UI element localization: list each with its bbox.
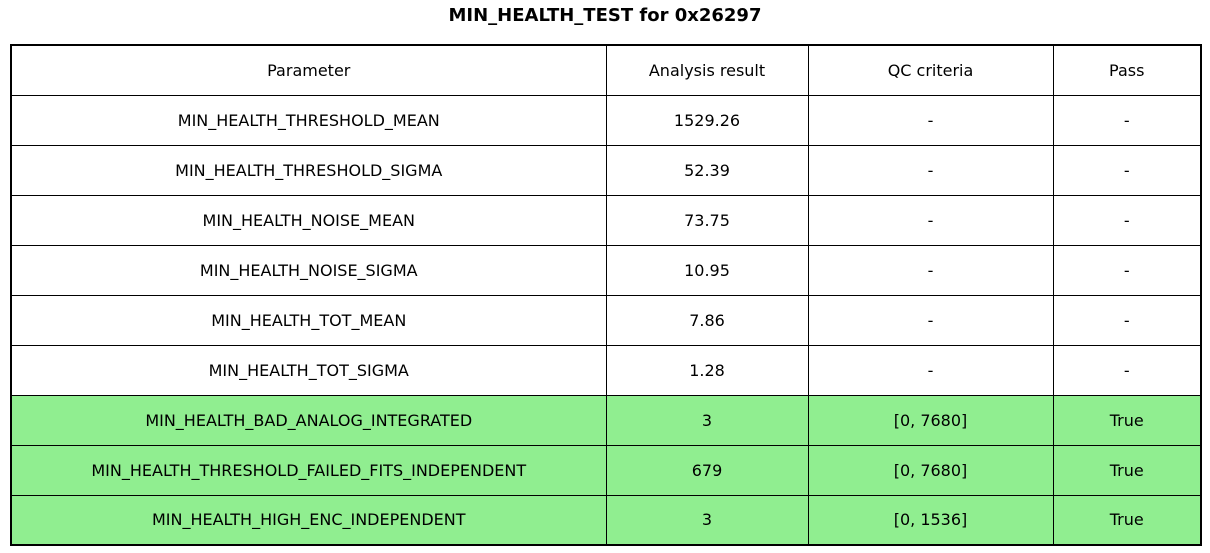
parameter-cell: MIN_HEALTH_THRESHOLD_MEAN (10, 94, 607, 146)
parameter-cell: MIN_HEALTH_TOT_SIGMA (10, 344, 607, 396)
table-row: MIN_HEALTH_TOT_SIGMA 1.28- - (10, 344, 1202, 396)
parameter-cell: MIN_HEALTH_TOT_MEAN (10, 294, 607, 346)
parameter-cell: MIN_HEALTH_BAD_ANALOG_INTEGRATED (10, 394, 607, 446)
parameter-cell: MIN_HEALTH_NOISE_MEAN (10, 194, 607, 246)
analysis-result-cell: 10.95 (605, 244, 809, 296)
qc-criteria-cell: - (807, 344, 1054, 396)
qc-results-table: Parameter Analysis result QC criteria Pass … (10, 44, 1202, 546)
pass-cell: - (1052, 144, 1202, 196)
qc-criteria-cell: - (807, 294, 1054, 346)
qc-criteria-cell: [0, 7680] (807, 444, 1054, 496)
pass-cell: - (1052, 194, 1202, 246)
analysis-result-cell: 679 (605, 444, 809, 496)
qc-criteria-cell: [0, 7680] (807, 394, 1054, 446)
qc-criteria-cell: - (807, 244, 1054, 296)
pass-cell: True (1052, 444, 1202, 496)
qc-criteria-cell: - (807, 144, 1054, 196)
pass-cell: - (1052, 344, 1202, 396)
column-header-pass: Pass (1052, 44, 1202, 96)
table-row: MIN_HEALTH_TOT_MEAN 7.86- - (10, 294, 1202, 346)
table-row: MIN_HEALTH_NOISE_MEAN 73.75- - (10, 194, 1202, 246)
table-body: MIN_HEALTH_THRESHOLD_MEAN 1529.26- - MIN_HE… (10, 94, 1202, 546)
table-row: MIN_HEALTH_NOISE_SIGMA 10.95- - (10, 244, 1202, 296)
pass-cell: - (1052, 244, 1202, 296)
table-row: MIN_HEALTH_THRESHOLD_FAILED_FITS_INDEPEN… (10, 444, 1202, 496)
analysis-result-cell: 3 (605, 394, 809, 446)
qc-criteria-cell: - (807, 94, 1054, 146)
pass-cell: - (1052, 94, 1202, 146)
parameter-cell: MIN_HEALTH_THRESHOLD_FAILED_FITS_INDEPEN… (10, 444, 607, 496)
parameter-cell: MIN_HEALTH_THRESHOLD_SIGMA (10, 144, 607, 196)
qc-criteria-cell: - (807, 194, 1054, 246)
analysis-result-cell: 3 (605, 494, 809, 546)
column-header-parameter: Parameter (10, 44, 607, 96)
table-row: MIN_HEALTH_HIGH_ENC_INDEPENDENT 3 [0, 1536… (10, 494, 1202, 546)
pass-cell: - (1052, 294, 1202, 346)
qc-criteria-cell: [0, 1536] (807, 494, 1054, 546)
pass-cell: True (1052, 494, 1202, 546)
parameter-cell: MIN_HEALTH_HIGH_ENC_INDEPENDENT (10, 494, 607, 546)
column-header-qc-criteria: QC criteria (807, 44, 1054, 96)
table-row: MIN_HEALTH_BAD_ANALOG_INTEGRATED 3 [0, 768… (10, 394, 1202, 446)
analysis-result-cell: 1.28 (605, 344, 809, 396)
analysis-result-cell: 73.75 (605, 194, 809, 246)
analysis-result-cell: 52.39 (605, 144, 809, 196)
analysis-result-cell: 1529.26 (605, 94, 809, 146)
pass-cell: True (1052, 394, 1202, 446)
parameter-cell: MIN_HEALTH_NOISE_SIGMA (10, 244, 607, 296)
page-title: MIN_HEALTH_TEST for 0x26297 (448, 5, 762, 26)
table-row: MIN_HEALTH_THRESHOLD_MEAN 1529.26- - (10, 94, 1202, 146)
table-row: MIN_HEALTH_THRESHOLD_SIGMA 52.39- - (10, 144, 1202, 196)
header-row: Parameter Analysis result QC criteria Pass (10, 44, 1202, 96)
analysis-result-cell: 7.86 (605, 294, 809, 346)
column-header-analysis-result: Analysis result (605, 44, 809, 96)
